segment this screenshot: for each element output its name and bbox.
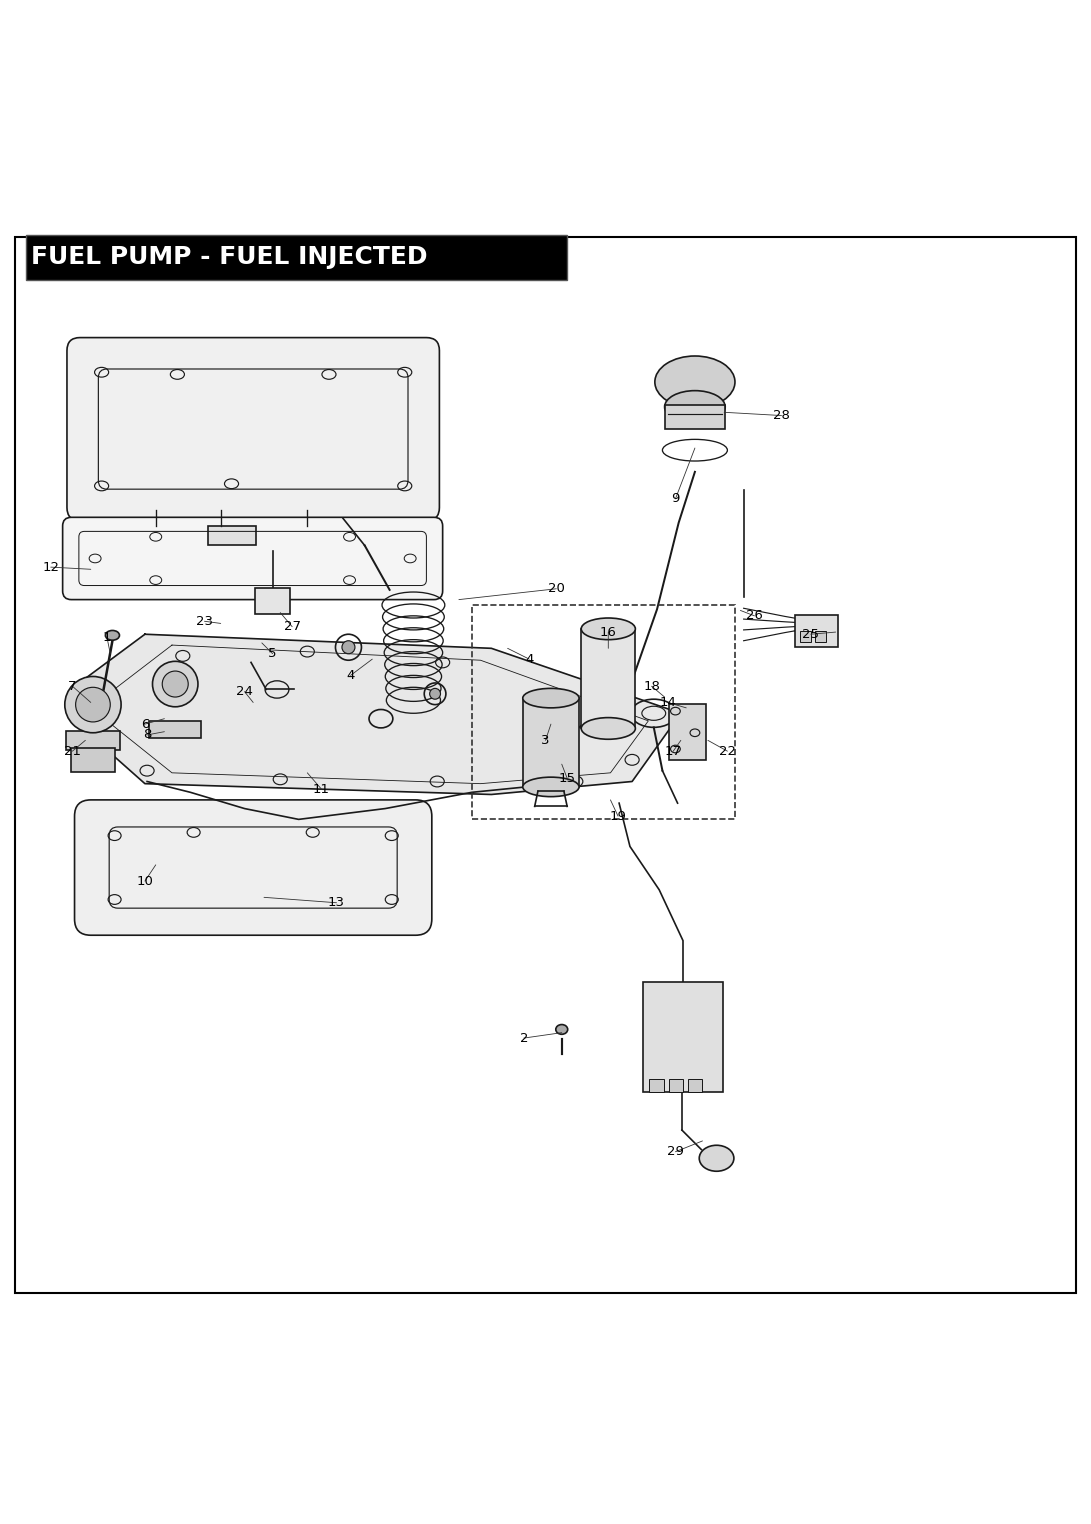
Text: 15: 15 (559, 771, 576, 785)
Ellipse shape (555, 1024, 567, 1035)
Ellipse shape (582, 718, 635, 739)
Text: 10: 10 (136, 875, 154, 887)
Bar (669, 704, 706, 760)
Bar (26, 235, 567, 280)
Text: 1: 1 (103, 631, 111, 645)
Text: 24: 24 (236, 686, 253, 698)
Text: 12: 12 (43, 561, 59, 573)
Ellipse shape (523, 777, 579, 797)
Ellipse shape (582, 619, 635, 640)
Ellipse shape (75, 687, 110, 722)
Text: 4: 4 (525, 652, 533, 666)
Bar (815, 631, 826, 642)
Bar (643, 981, 723, 1093)
Bar (71, 748, 115, 771)
Text: 17: 17 (664, 745, 682, 757)
Text: 26: 26 (746, 610, 763, 622)
Bar (669, 1079, 683, 1093)
Bar (255, 588, 290, 614)
Text: 4: 4 (347, 669, 355, 681)
Bar (523, 698, 579, 786)
Bar (794, 614, 838, 648)
Ellipse shape (699, 1145, 734, 1172)
Text: 6: 6 (141, 718, 149, 730)
Text: 13: 13 (328, 896, 345, 910)
Bar (664, 405, 726, 428)
Ellipse shape (163, 671, 189, 696)
Bar (582, 629, 635, 728)
Polygon shape (77, 634, 681, 794)
Ellipse shape (64, 677, 121, 733)
Text: 16: 16 (600, 625, 616, 639)
Ellipse shape (153, 661, 197, 707)
Bar (472, 605, 735, 820)
Bar (65, 730, 120, 750)
Text: 3: 3 (541, 735, 550, 747)
Text: 11: 11 (313, 782, 329, 796)
FancyBboxPatch shape (67, 338, 440, 521)
Bar (688, 1079, 703, 1093)
Bar (649, 1079, 663, 1093)
Ellipse shape (341, 640, 355, 654)
Text: 28: 28 (774, 408, 790, 422)
Ellipse shape (664, 390, 726, 424)
Text: 19: 19 (610, 809, 626, 823)
Text: 22: 22 (719, 745, 736, 757)
Text: 5: 5 (268, 648, 277, 660)
Ellipse shape (523, 689, 579, 707)
Text: 2: 2 (519, 1032, 528, 1044)
Text: 23: 23 (196, 614, 213, 628)
Text: 9: 9 (671, 492, 680, 506)
Ellipse shape (655, 357, 735, 408)
Bar (800, 631, 811, 642)
Text: 7: 7 (68, 680, 76, 693)
Text: 8: 8 (143, 728, 152, 742)
Text: 14: 14 (659, 696, 676, 709)
Text: 27: 27 (284, 620, 301, 632)
FancyBboxPatch shape (74, 800, 432, 936)
Ellipse shape (430, 689, 441, 700)
Text: 21: 21 (64, 745, 81, 757)
Bar (149, 721, 201, 738)
Text: 25: 25 (802, 628, 819, 640)
Bar (207, 526, 256, 546)
Ellipse shape (106, 631, 120, 640)
Text: FUEL PUMP - FUEL INJECTED: FUEL PUMP - FUEL INJECTED (32, 245, 428, 270)
Text: 18: 18 (644, 680, 660, 693)
Text: 29: 29 (667, 1145, 684, 1158)
FancyBboxPatch shape (62, 517, 443, 599)
Text: 20: 20 (548, 582, 565, 596)
